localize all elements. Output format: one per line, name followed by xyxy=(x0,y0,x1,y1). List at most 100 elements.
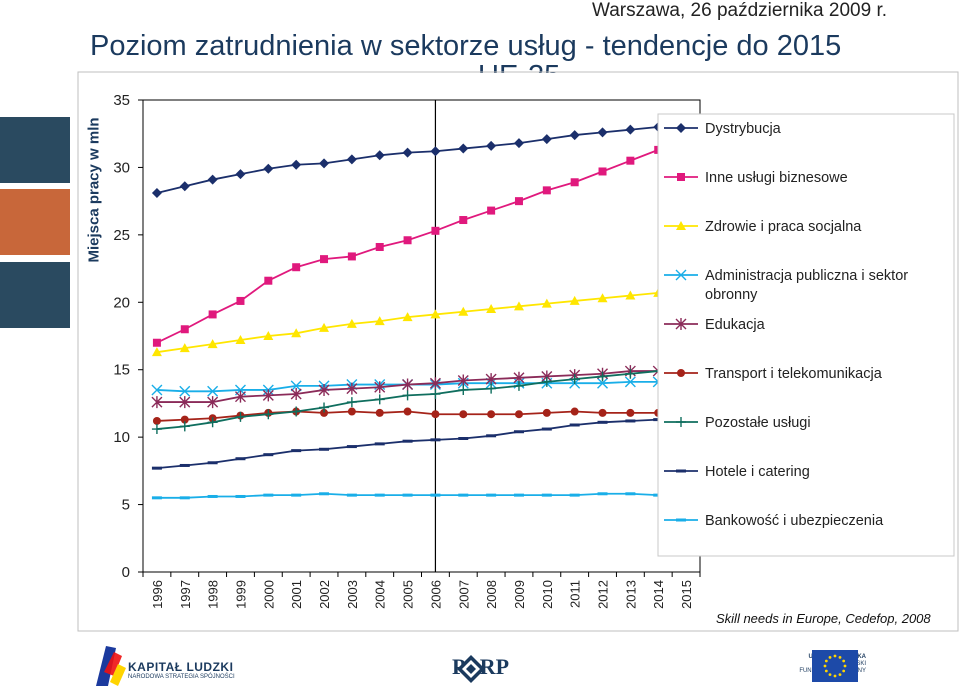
legend-label: Edukacja xyxy=(705,317,766,333)
data-point xyxy=(347,407,356,416)
series-line xyxy=(156,123,687,194)
data-point xyxy=(513,301,524,311)
data-point xyxy=(375,242,384,251)
data-point xyxy=(459,216,468,225)
page-subtitle-partial: UE-25 xyxy=(478,62,560,73)
data-point xyxy=(179,385,191,397)
legend: Dystrybucja Inne usługi biznesowe Zdrowie … xyxy=(664,121,908,529)
data-point xyxy=(374,316,385,326)
data-point xyxy=(514,410,523,419)
data-point xyxy=(346,397,357,408)
data-point xyxy=(320,408,329,417)
data-point xyxy=(207,339,218,349)
data-point xyxy=(179,396,191,409)
legend-label: Pozostałe usługi xyxy=(705,415,811,431)
data-point xyxy=(569,130,580,141)
data-point xyxy=(262,389,274,402)
x-tick-label: 2013 xyxy=(623,580,638,609)
data-point xyxy=(235,335,246,345)
data-point xyxy=(402,312,413,322)
data-point xyxy=(207,174,218,185)
legend-item: Hotele i catering xyxy=(664,464,810,480)
x-tick-label: 2014 xyxy=(651,580,666,609)
y-axis-label-wrap: Miejsca pracy w mln xyxy=(82,100,106,280)
data-point xyxy=(570,407,579,416)
data-point xyxy=(675,318,687,330)
legend-label: Transport i telekomunikacja xyxy=(705,366,883,382)
data-point xyxy=(430,146,441,157)
legend-item: Administracja publiczna i sektor obronny xyxy=(664,268,908,303)
legend-label: Administracja publiczna i sektor xyxy=(705,268,908,284)
x-tick-label: 2004 xyxy=(373,580,388,609)
data-point xyxy=(319,402,330,413)
data-point xyxy=(151,188,162,199)
parp-diamond-icon xyxy=(457,655,485,683)
series-5 xyxy=(151,363,692,409)
y-axis-label: Miejsca pracy w mln xyxy=(85,117,103,263)
data-point xyxy=(597,371,608,382)
data-point xyxy=(625,368,636,379)
data-point xyxy=(457,374,469,387)
kl-subtitle: NARODOWA STRATEGIA SPÓJNOŚCI xyxy=(128,674,235,680)
data-point xyxy=(151,424,162,435)
data-point xyxy=(429,377,441,390)
data-point xyxy=(402,378,414,391)
data-point xyxy=(402,147,413,158)
data-point xyxy=(597,377,609,389)
kl-flag-icon xyxy=(96,646,126,686)
side-square-top xyxy=(0,117,70,183)
legend-item: Inne usługi biznesowe xyxy=(664,170,848,186)
y-tick-label: 0 xyxy=(122,564,130,581)
data-point xyxy=(291,406,302,417)
x-tick-label: 2005 xyxy=(401,580,416,609)
x-tick-label: 2008 xyxy=(484,580,499,609)
data-point xyxy=(677,369,685,377)
data-point xyxy=(318,383,330,396)
series-8 xyxy=(151,416,692,470)
data-point xyxy=(625,290,636,300)
chart-frame xyxy=(77,71,959,632)
data-point xyxy=(486,304,497,314)
data-point xyxy=(320,255,329,264)
data-point xyxy=(486,383,497,394)
data-point xyxy=(319,158,330,169)
y-tick-label: 10 xyxy=(113,429,130,446)
side-square-bottom xyxy=(0,262,70,328)
data-point xyxy=(291,159,302,170)
data-point xyxy=(675,269,687,281)
data-point xyxy=(597,127,608,138)
data-point xyxy=(541,298,552,308)
data-point xyxy=(430,388,441,399)
data-point xyxy=(208,310,217,319)
data-point xyxy=(207,385,219,397)
data-point xyxy=(676,123,686,133)
kl-title: KAPITAŁ LUDZKI xyxy=(128,660,234,674)
data-point xyxy=(430,309,441,319)
data-point xyxy=(290,380,302,392)
y-tick-label: 5 xyxy=(122,497,130,514)
y-axis-ticks: 0 5 10 15 20 25 30 35 xyxy=(113,92,143,581)
data-point xyxy=(374,381,386,394)
legend-item: Dystrybucja xyxy=(664,121,782,137)
side-square-middle xyxy=(0,189,70,255)
series-line xyxy=(156,368,687,403)
x-tick-label: 2000 xyxy=(261,580,276,609)
y-tick-label: 15 xyxy=(113,362,130,379)
data-point xyxy=(152,416,161,425)
data-point xyxy=(375,408,384,417)
series-9 xyxy=(151,492,692,500)
data-point xyxy=(179,421,190,432)
data-point xyxy=(403,236,412,245)
y-tick-label: 30 xyxy=(113,159,130,176)
data-point xyxy=(346,382,358,395)
data-point xyxy=(207,396,219,409)
y-tick-label: 35 xyxy=(113,92,130,109)
data-point xyxy=(179,181,190,192)
kapital-ludzki-logo: KAPITAŁ LUDZKI NARODOWA STRATEGIA SPÓJNO… xyxy=(92,642,332,690)
y-tick-label: 25 xyxy=(113,227,130,244)
data-point xyxy=(431,226,440,235)
legend-item: Edukacja xyxy=(664,317,766,333)
data-point xyxy=(403,407,412,416)
data-point xyxy=(458,306,469,316)
